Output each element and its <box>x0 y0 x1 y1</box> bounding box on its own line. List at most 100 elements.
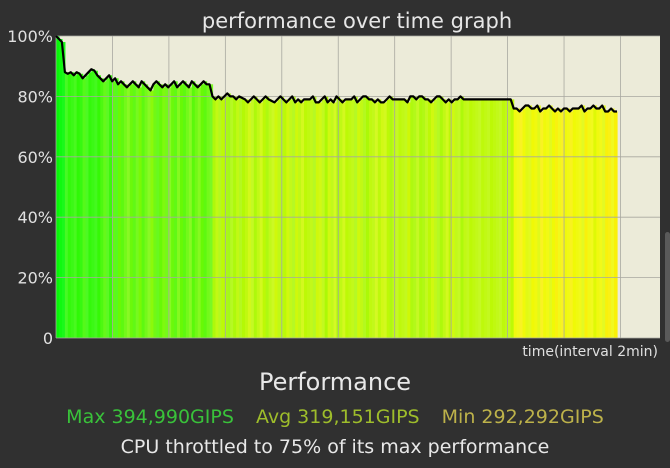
performance-bar <box>448 99 453 338</box>
y-tick-label: 40% <box>17 208 53 227</box>
performance-bar <box>298 99 302 338</box>
performance-bar <box>563 108 568 338</box>
performance-bar <box>380 102 385 338</box>
grid <box>55 35 660 339</box>
performance-bar <box>126 87 131 338</box>
performance-bar <box>147 87 152 338</box>
performance-bar <box>566 108 571 338</box>
performance-bar <box>306 99 311 338</box>
performance-summary: Performance Max 394,990GIPS Avg 319,151G… <box>0 366 670 462</box>
performance-bar <box>599 108 603 338</box>
y-tick-label: 20% <box>17 269 53 288</box>
performance-bar <box>82 78 87 338</box>
performance-bar <box>156 81 160 339</box>
performance-bar <box>327 102 332 338</box>
performance-bar <box>289 99 293 338</box>
performance-bar <box>103 81 107 339</box>
performance-bar <box>587 108 592 338</box>
performance-bar <box>404 99 408 338</box>
performance-bar <box>188 87 193 338</box>
performance-bar <box>522 108 527 338</box>
performance-bar <box>70 72 75 339</box>
performance-bar <box>250 99 255 338</box>
y-tick-label: 80% <box>17 87 53 106</box>
performance-bar <box>386 99 391 338</box>
performance-bar <box>268 99 273 338</box>
performance-bar <box>540 111 544 338</box>
performance-bar <box>120 81 125 339</box>
performance-bar <box>182 81 187 339</box>
performance-bar <box>549 105 553 339</box>
performance-bar <box>135 84 140 338</box>
performance-bar <box>492 99 497 338</box>
performance-bar <box>129 84 134 338</box>
chart-title: performance over time graph <box>202 9 512 33</box>
performance-bar <box>557 108 562 338</box>
performance-bar <box>200 84 205 338</box>
performance-bar <box>478 99 482 338</box>
performance-bar <box>501 99 506 338</box>
performance-bar <box>575 108 580 338</box>
performance-bar <box>301 102 305 338</box>
performance-bar <box>123 84 128 338</box>
performance-bar <box>543 108 547 338</box>
performance-bar <box>546 108 550 338</box>
performance-bar <box>286 102 290 338</box>
performance-bar <box>162 87 166 338</box>
performance-bar <box>398 99 403 338</box>
performance-bar <box>174 81 178 339</box>
performance-bar <box>58 39 63 339</box>
performance-bar <box>368 99 373 338</box>
performance-bar <box>463 99 468 338</box>
performance-bar <box>484 99 488 338</box>
performance-bar <box>614 111 618 338</box>
performance-bar <box>428 99 432 338</box>
performance-line <box>55 35 617 113</box>
performance-bar <box>132 81 137 339</box>
performance-bar <box>159 84 163 338</box>
avg-stat: Avg 319,151GIPS <box>255 406 420 428</box>
performance-bar <box>475 99 479 338</box>
performance-bar <box>171 84 175 338</box>
performance-bar <box>56 36 60 338</box>
performance-bar <box>180 84 184 338</box>
performance-bar <box>531 108 535 338</box>
performance-bar <box>262 99 267 338</box>
performance-bar <box>242 97 246 338</box>
throttle-note: CPU throttled to 75% of its max performa… <box>120 436 550 458</box>
performance-bar <box>318 102 323 338</box>
performance-bar <box>469 99 473 338</box>
performance-bar <box>333 102 338 338</box>
performance-bar <box>106 78 110 338</box>
performance-bar <box>64 72 69 339</box>
performance-bar <box>554 111 559 338</box>
performance-bar <box>221 99 225 338</box>
performance-bar <box>177 87 181 338</box>
scrollbar-handle[interactable] <box>665 232 670 342</box>
performance-bar <box>191 81 196 339</box>
performance-bar <box>236 99 240 338</box>
performance-bar <box>454 99 459 338</box>
performance-bar <box>295 102 299 338</box>
performance-bar <box>416 99 420 338</box>
performance-bar <box>277 99 281 338</box>
performance-bar <box>584 111 589 338</box>
performance-bar <box>504 99 509 338</box>
performance-bar <box>79 73 84 338</box>
performance-bar <box>150 90 155 338</box>
performance-bar <box>309 99 314 338</box>
performance-bar <box>357 102 361 338</box>
performance-bar <box>534 108 538 338</box>
performance-bar <box>401 99 406 338</box>
performance-bar <box>507 99 512 338</box>
performance-bar <box>256 99 261 338</box>
performance-bar <box>608 111 612 338</box>
performance-bar <box>321 99 326 338</box>
performance-bar <box>433 99 438 338</box>
performance-bar <box>118 84 122 338</box>
performance-bar <box>611 108 615 338</box>
performance-bar <box>67 73 72 338</box>
performance-bar <box>374 102 379 338</box>
y-tick-label: 60% <box>17 148 53 167</box>
